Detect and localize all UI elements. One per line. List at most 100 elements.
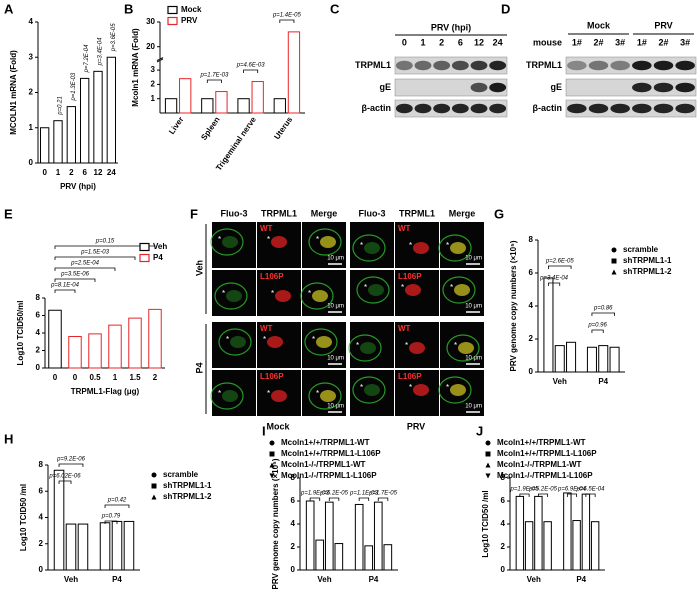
- bar: [148, 308, 162, 369]
- p-value: p=1.3E-03: [71, 72, 77, 102]
- bar: [111, 520, 123, 571]
- bar: [215, 91, 228, 114]
- bar: [572, 520, 581, 571]
- x-tick-label: 0: [42, 168, 47, 177]
- scale-label: 10 μm: [465, 356, 482, 362]
- blot-band: [451, 103, 469, 114]
- nucleus-star: *: [312, 335, 315, 344]
- row-label: TRPML1: [526, 60, 562, 70]
- y-tick-label: 4: [501, 519, 506, 528]
- significance-bracket: [54, 256, 136, 260]
- y-tick-label: 6: [529, 268, 534, 277]
- blot-band: [395, 60, 413, 71]
- y-tick-label: 8: [291, 473, 296, 482]
- treatment-label: P4: [194, 362, 204, 373]
- nucleus-star: *: [308, 289, 311, 298]
- p-value: p=3.4E-04: [98, 37, 104, 67]
- blot-band: [433, 60, 451, 71]
- significance-bracket: [519, 493, 530, 497]
- x-tick-label: 0.5: [89, 373, 101, 382]
- nucleus-star: *: [450, 283, 453, 292]
- cell-signal: [450, 384, 466, 396]
- significance-bracket: [566, 493, 578, 497]
- p-value: p=3.6E-05: [111, 23, 117, 53]
- p-value: p=9.2E-06: [56, 457, 86, 463]
- variant-label: L106P: [260, 272, 284, 281]
- cell-outline: [352, 234, 386, 262]
- blot-band: [653, 82, 674, 93]
- lane-label: 3#: [680, 37, 690, 47]
- cell-signal: [409, 342, 425, 354]
- cell-outline: [438, 234, 472, 262]
- marker: [269, 473, 275, 479]
- legend-label: Mcoln1-/-/TRPML1-WT: [281, 460, 366, 469]
- y-tick-label: 6: [39, 486, 44, 495]
- y-tick-label: 4: [529, 301, 534, 310]
- cell-outline: [218, 328, 252, 356]
- blot-band: [588, 103, 609, 114]
- nucleus-star: *: [446, 241, 449, 250]
- cell-signal: [312, 290, 328, 302]
- blot-title: PRV (hpi): [431, 22, 471, 32]
- blot-band: [632, 82, 652, 93]
- bar: [128, 317, 142, 369]
- bar: [99, 522, 111, 571]
- bar: [609, 346, 620, 373]
- treatment-label: Veh: [194, 260, 204, 276]
- bar: [586, 346, 597, 373]
- panel-label: E: [4, 206, 13, 221]
- bar: [515, 495, 525, 571]
- row-label: gE: [550, 82, 562, 92]
- y-tick-label: 8: [501, 473, 506, 482]
- blot-band: [653, 60, 674, 71]
- significance-bracket: [243, 69, 259, 73]
- cell-signal: [320, 390, 336, 402]
- marker: [611, 247, 617, 253]
- nucleus-star: *: [401, 283, 404, 292]
- marker: [151, 494, 157, 500]
- lane-label: 2: [439, 37, 444, 47]
- y-tick-label: 2: [29, 88, 34, 97]
- p-value: p=0.21: [58, 96, 64, 116]
- y-tick-label: 6: [291, 496, 296, 505]
- nucleus-star: *: [267, 235, 270, 244]
- bar: [566, 341, 577, 373]
- legend-label: Mcoln1-/-/TRPML1-L106P: [281, 471, 377, 480]
- significance-bracket: [585, 493, 596, 497]
- bar: [237, 98, 250, 114]
- lane-label: 1#: [637, 37, 647, 47]
- cell-signal: [368, 284, 384, 296]
- significance-bracket: [54, 267, 116, 271]
- variant-label: WT: [398, 224, 411, 233]
- bar: [373, 501, 383, 571]
- p-value: p=6.5E-04: [576, 487, 606, 493]
- bar: [554, 345, 565, 373]
- panel-label: B: [124, 1, 133, 16]
- significance-bracket: [591, 329, 604, 333]
- marker: [485, 451, 491, 457]
- cell-signal: [267, 336, 283, 348]
- y-tick-label: 8: [39, 460, 44, 469]
- cell-signal: [271, 390, 287, 402]
- cell-outline: [300, 282, 334, 310]
- cell-signal: [271, 236, 287, 248]
- channel-label: Fluo-3: [359, 208, 386, 218]
- panel-label: A: [4, 1, 14, 16]
- blot-band: [470, 60, 488, 71]
- bar: [93, 70, 103, 164]
- scale-label: 10 μm: [465, 404, 482, 410]
- y-tick-label: 30: [146, 17, 155, 26]
- significance-bracket: [537, 493, 549, 497]
- y-tick-label: 2: [39, 539, 44, 548]
- panel-label: I: [262, 423, 266, 438]
- legend-label: shTRPML1-1: [623, 256, 672, 265]
- significance-bracket: [58, 463, 84, 467]
- p-value: p=0.96: [587, 323, 607, 329]
- blot-band: [414, 103, 432, 114]
- blot-band: [470, 82, 488, 93]
- p-value: p=1.7E-05: [368, 491, 398, 497]
- y-tick-label: 2: [529, 334, 534, 343]
- cell-signal: [226, 290, 242, 302]
- blot-band: [489, 82, 507, 93]
- bar: [543, 277, 554, 373]
